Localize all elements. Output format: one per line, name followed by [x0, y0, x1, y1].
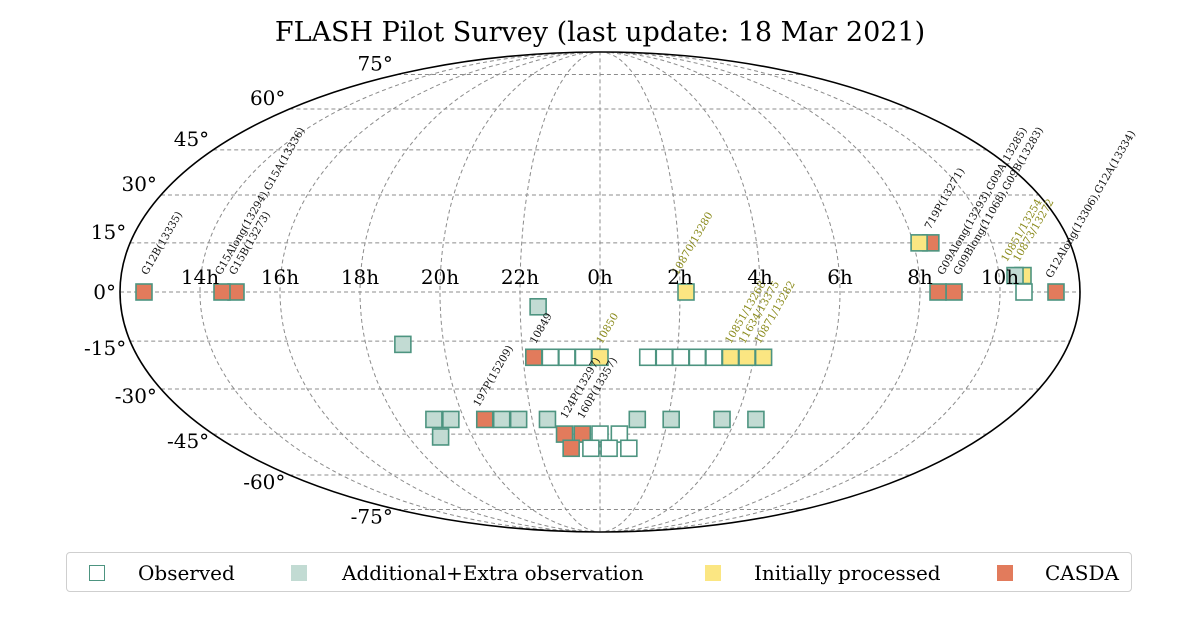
- field-marker-additional: [529, 297, 547, 316]
- additional-swatch: [291, 565, 307, 581]
- field-marker-observed: [582, 439, 600, 458]
- field-marker-observed: [610, 425, 629, 443]
- field-marker-observed: [638, 348, 657, 367]
- field-marker-observed: [705, 348, 723, 367]
- observed-swatch: [89, 565, 105, 581]
- dec-tick-label: 75°: [357, 52, 392, 76]
- dec-tick-label: 15°: [91, 220, 126, 244]
- field-marker-casda: [135, 283, 153, 301]
- ra-tick-label: 16h: [261, 265, 299, 289]
- legend-label-additional: Additional+Extra observation: [342, 561, 644, 585]
- legend-label-processed: Initially processed: [754, 561, 941, 585]
- field-marker-processed: [910, 234, 928, 252]
- field-marker-additional: [431, 428, 450, 446]
- dec-tick-label: -45°: [167, 429, 209, 453]
- field-marker-processed: [754, 348, 773, 367]
- legend-label-observed: Observed: [138, 561, 235, 585]
- ra-gridline: [616, 52, 841, 532]
- dec-tick-label: -75°: [351, 504, 393, 528]
- projection-outline: [119, 51, 1081, 533]
- ra-gridline: [279, 52, 578, 532]
- legend-item-processed: Initially processed: [705, 553, 941, 593]
- legend-item-casda: CASDA: [997, 553, 1119, 593]
- field-marker-additional: [628, 410, 647, 429]
- field-marker-observed: [541, 348, 560, 367]
- field-label: G15Along(13294),G15A(13336): [213, 125, 308, 277]
- field-marker-additional: [492, 410, 511, 429]
- ra-gridline: [628, 52, 1001, 532]
- field-marker-observed: [591, 425, 609, 443]
- field-marker-additional: [538, 410, 557, 429]
- ra-tick-label: 4h: [747, 265, 773, 289]
- dec-tick-label: 30°: [121, 172, 156, 196]
- dec-tick-label: -60°: [243, 470, 285, 494]
- legend-label-casda: CASDA: [1045, 561, 1119, 585]
- dec-tick-label: -15°: [84, 336, 126, 360]
- field-marker-casda: [524, 348, 543, 367]
- field-marker-casda: [945, 283, 963, 301]
- field-marker-processed: [738, 348, 756, 367]
- field-marker-observed: [600, 439, 618, 458]
- casda-swatch: [997, 565, 1013, 581]
- field-marker-casda: [562, 439, 580, 458]
- ra-tick-label: 6h: [827, 265, 853, 289]
- field-marker-casda: [213, 283, 231, 301]
- field-label: 197P(15209): [471, 343, 516, 408]
- field-marker-additional: [442, 410, 460, 429]
- chart-title: FLASH Pilot Survey (last update: 18 Mar …: [275, 17, 925, 48]
- ra-tick-label: 14h: [181, 265, 219, 289]
- field-marker-observed: [620, 439, 638, 458]
- ra-gridline: [199, 52, 572, 532]
- dec-tick-label: -30°: [115, 384, 157, 408]
- ra-gridline: [359, 52, 584, 532]
- legend-item-observed: Observed: [89, 553, 235, 593]
- field-marker-casda: [1047, 283, 1065, 301]
- dec-tick-label: 0°: [93, 280, 116, 304]
- ra-tick-label: 18h: [341, 265, 379, 289]
- ra-tick-label: 20h: [421, 265, 459, 289]
- field-marker-observed: [672, 348, 690, 367]
- dec-tick-label: 45°: [174, 127, 209, 151]
- ra-gridline: [519, 52, 595, 532]
- field-marker-processed: [721, 348, 740, 367]
- field-marker-additional: [662, 410, 680, 429]
- field-marker-observed: [655, 348, 674, 367]
- field-marker-additional: [425, 410, 443, 429]
- field-marker-additional: [509, 410, 528, 429]
- legend: Observed Additional+Extra observation In…: [66, 552, 1132, 592]
- processed-swatch: [705, 565, 721, 581]
- field-marker-additional: [394, 335, 412, 354]
- field-marker-casda: [929, 283, 947, 301]
- field-marker-observed: [688, 348, 707, 367]
- ra-tick-label: 10h: [981, 265, 1019, 289]
- dec-tick-label: 60°: [250, 86, 285, 110]
- field-marker-observed: [558, 348, 576, 367]
- ra-tick-label: 2h: [667, 265, 693, 289]
- legend-item-additional: Additional+Extra observation: [291, 553, 644, 593]
- field-marker-casda: [475, 410, 494, 429]
- field-label: 719P(13271): [923, 166, 968, 231]
- ra-gridline: [439, 52, 589, 532]
- survey-fields: [135, 234, 1065, 458]
- ra-tick-label: 22h: [501, 265, 539, 289]
- ra-gridline: [622, 52, 921, 532]
- ra-tick-label: 0h: [587, 265, 613, 289]
- field-marker-processed: [677, 283, 695, 301]
- field-marker-additional: [1006, 266, 1024, 285]
- field-label: G12Along(13306),G12A(13334): [1044, 129, 1139, 281]
- field-marker-additional: [747, 410, 765, 429]
- ra-tick-label: 8h: [907, 265, 933, 289]
- ra-gridline: [611, 52, 761, 532]
- field-marker-additional: [713, 410, 731, 429]
- axis-tick-labels: 10h 8h 6h 4h 2h 0h 22h 20h 18h 16h 14h 75° 60° 45° 30°…: [84, 52, 1019, 529]
